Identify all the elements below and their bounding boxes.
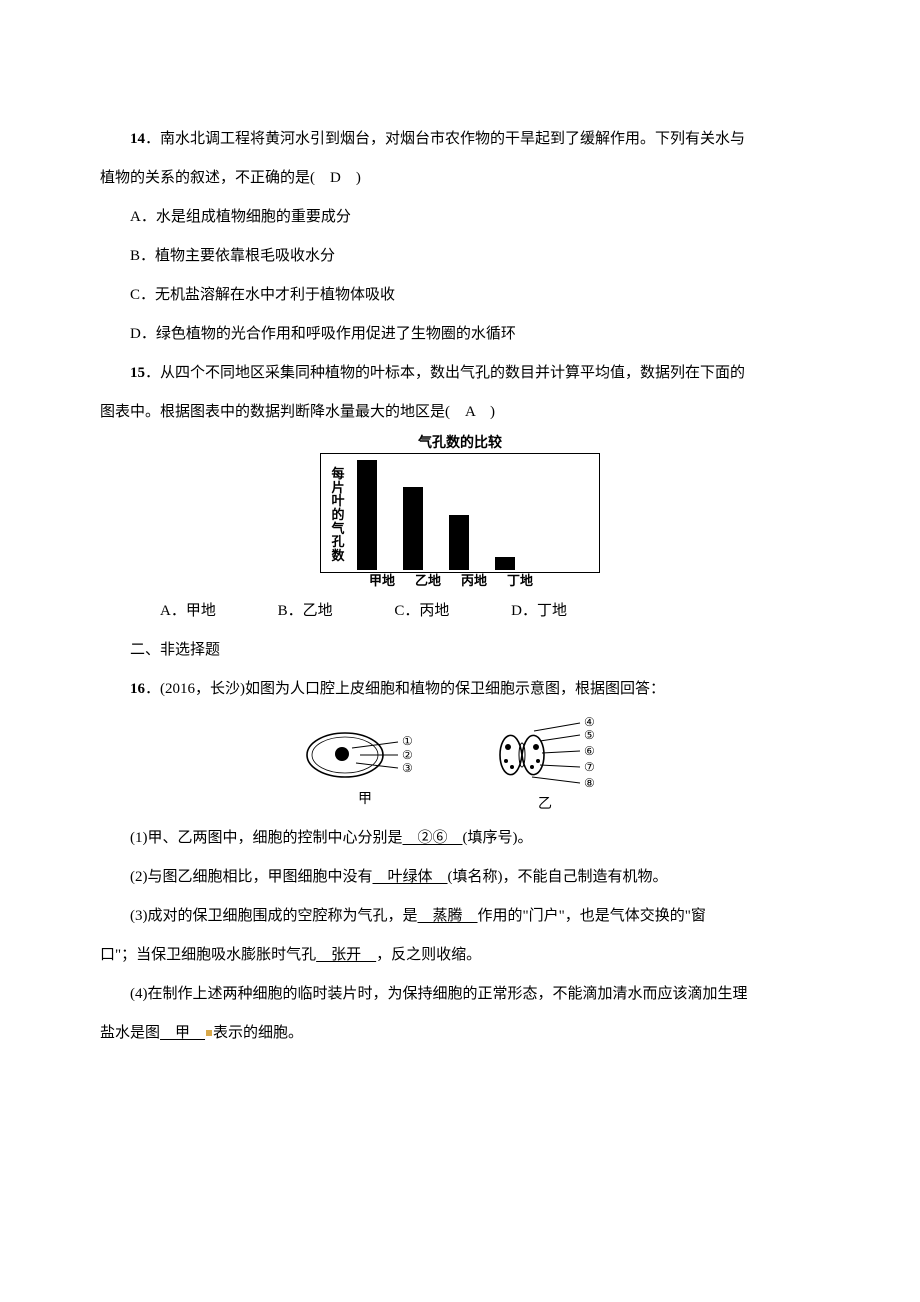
q15-options: A．甲地 B．乙地 C．丙地 D．丁地 — [100, 592, 820, 631]
q15-option-c: C．丙地 — [364, 592, 449, 631]
label-5: ⑤ — [584, 728, 595, 742]
chart-bar-3 — [449, 515, 469, 570]
q16-part4-line1: (4)在制作上述两种细胞的临时装片时，为保持细胞的正常形态，不能滴加清水而应该滴… — [100, 975, 820, 1014]
q16-p3-answer1: 蒸腾 — [418, 908, 478, 924]
chart-xlabel-2: 乙地 — [412, 573, 444, 589]
chart-xlabel-4: 丁地 — [504, 573, 536, 589]
fig-caption-left: 甲 — [300, 792, 430, 807]
q16-stem: 16．(2016，长沙)如图为人口腔上皮细胞和植物的保卫细胞示意图，根据图回答： — [100, 670, 820, 709]
highlight-dot-icon — [206, 1030, 212, 1036]
chart-title: 气孔数的比较 — [320, 436, 600, 453]
label-8: ⑧ — [584, 776, 595, 790]
q15-stem-line2: 图表中。根据图表中的数据判断降水量最大的地区是( A ) — [100, 393, 820, 432]
fig-caption-right: 乙 — [470, 797, 620, 812]
label-2: ② — [402, 748, 413, 762]
chart-bar-1 — [357, 460, 377, 570]
q14-number: 14 — [130, 131, 145, 147]
q16-stem-text: ．(2016，长沙)如图为人口腔上皮细胞和植物的保卫细胞示意图，根据图回答： — [145, 681, 665, 697]
q16-part3-line2: 口"；当保卫细胞吸水膨胀时气孔 张开 ，反之则收缩。 — [100, 936, 820, 975]
q16-p1-a: (1)甲、乙两图中，细胞的控制中心分别是 — [130, 830, 403, 846]
q16-part3-line1: (3)成对的保卫细胞围成的空腔称为气孔，是 蒸腾 作用的"门户"，也是气体交换的… — [100, 897, 820, 936]
q16-p3-c: 口"；当保卫细胞吸水膨胀时气孔 — [100, 947, 316, 963]
q14-stem-line1: 14．南水北调工程将黄河水引到烟台，对烟台市农作物的干旱起到了缓解作用。下列有关… — [100, 120, 820, 159]
q16-figure: ① ② ③ 甲 ④ ⑤ — [100, 715, 820, 812]
chart-body: 每片叶的气孔数 — [320, 453, 600, 573]
q16-p2-a: (2)与图乙细胞相比，甲图细胞中没有 — [130, 869, 373, 885]
q16-p4-b: 盐水是图 — [100, 1025, 160, 1041]
q15-chart: 气孔数的比较 每片叶的气孔数 甲地 乙地 丙地 丁地 — [320, 436, 600, 588]
cell-diagram-jia-icon: ① ② ③ — [300, 720, 430, 790]
q16-p4-answer: 甲 — [160, 1025, 205, 1041]
q16-p3-a: (3)成对的保卫细胞围成的空腔称为气孔，是 — [130, 908, 418, 924]
chart-x-labels: 甲地 乙地 丙地 丁地 — [320, 573, 600, 589]
q16-p3-d: ，反之则收缩。 — [376, 947, 481, 963]
q14-option-b: B．植物主要依靠根毛吸收水分 — [100, 237, 820, 276]
q14-option-d: D．绿色植物的光合作用和呼吸作用促进了生物圈的水循环 — [100, 315, 820, 354]
q16-figure-right: ④ ⑤ ⑥ ⑦ ⑧ 乙 — [470, 715, 620, 812]
chart-xlabel-3: 丙地 — [458, 573, 490, 589]
q16-p1-answer: ②⑥ — [403, 830, 463, 846]
chart-xlabel-1: 甲地 — [366, 573, 398, 589]
q14-option-c: C．无机盐溶解在水中才利于植物体吸收 — [100, 276, 820, 315]
label-7: ⑦ — [584, 760, 595, 774]
q16-figure-left: ① ② ③ 甲 — [300, 720, 430, 807]
q15-stem-line1: 15．从四个不同地区采集同种植物的叶标本，数出气孔的数目并计算平均值，数据列在下… — [100, 354, 820, 393]
q16-p3-b: 作用的"门户"，也是气体交换的"窗 — [478, 908, 706, 924]
chart-bar-4 — [495, 557, 515, 570]
label-6: ⑥ — [584, 744, 595, 758]
q16-p2-answer: 叶绿体 — [373, 869, 448, 885]
q15-option-d: D．丁地 — [481, 592, 567, 631]
label-4: ④ — [584, 715, 595, 729]
q15-option-b: B．乙地 — [248, 592, 333, 631]
q16-p3-answer2: 张开 — [316, 947, 376, 963]
q16-p1-b: (填序号)。 — [463, 830, 533, 846]
q14-stem-a: ．南水北调工程将黄河水引到烟台，对烟台市农作物的干旱起到了缓解作用。下列有关水与 — [145, 131, 745, 147]
q16-part4-line2: 盐水是图 甲 表示的细胞。 — [100, 1014, 820, 1053]
label-1: ① — [402, 734, 413, 748]
q16-p2-b: (填名称)，不能自己制造有机物。 — [448, 869, 668, 885]
chart-y-axis-label: 每片叶的气孔数 — [331, 467, 345, 562]
q15-stem-a: ．从四个不同地区采集同种植物的叶标本，数出气孔的数目并计算平均值，数据列在下面的 — [145, 365, 745, 381]
q14-option-a: A．水是组成植物细胞的重要成分 — [100, 198, 820, 237]
chart-bar-2 — [403, 487, 423, 570]
q16-number: 16 — [130, 681, 145, 697]
q16-p4-c: 表示的细胞。 — [213, 1025, 303, 1041]
q16-part2: (2)与图乙细胞相比，甲图细胞中没有 叶绿体 (填名称)，不能自己制造有机物。 — [100, 858, 820, 897]
q15-number: 15 — [130, 365, 145, 381]
label-3: ③ — [402, 761, 413, 775]
q16-part1: (1)甲、乙两图中，细胞的控制中心分别是 ②⑥ (填序号)。 — [100, 819, 820, 858]
q14-stem-line2: 植物的关系的叙述，不正确的是( D ) — [100, 159, 820, 198]
q15-option-a: A．甲地 — [130, 592, 216, 631]
section-heading-2: 二、非选择题 — [100, 631, 820, 670]
chart-bars — [353, 460, 589, 570]
document-page: 14．南水北调工程将黄河水引到烟台，对烟台市农作物的干旱起到了缓解作用。下列有关… — [0, 0, 920, 1113]
cell-diagram-yi-icon: ④ ⑤ ⑥ ⑦ ⑧ — [470, 715, 620, 795]
